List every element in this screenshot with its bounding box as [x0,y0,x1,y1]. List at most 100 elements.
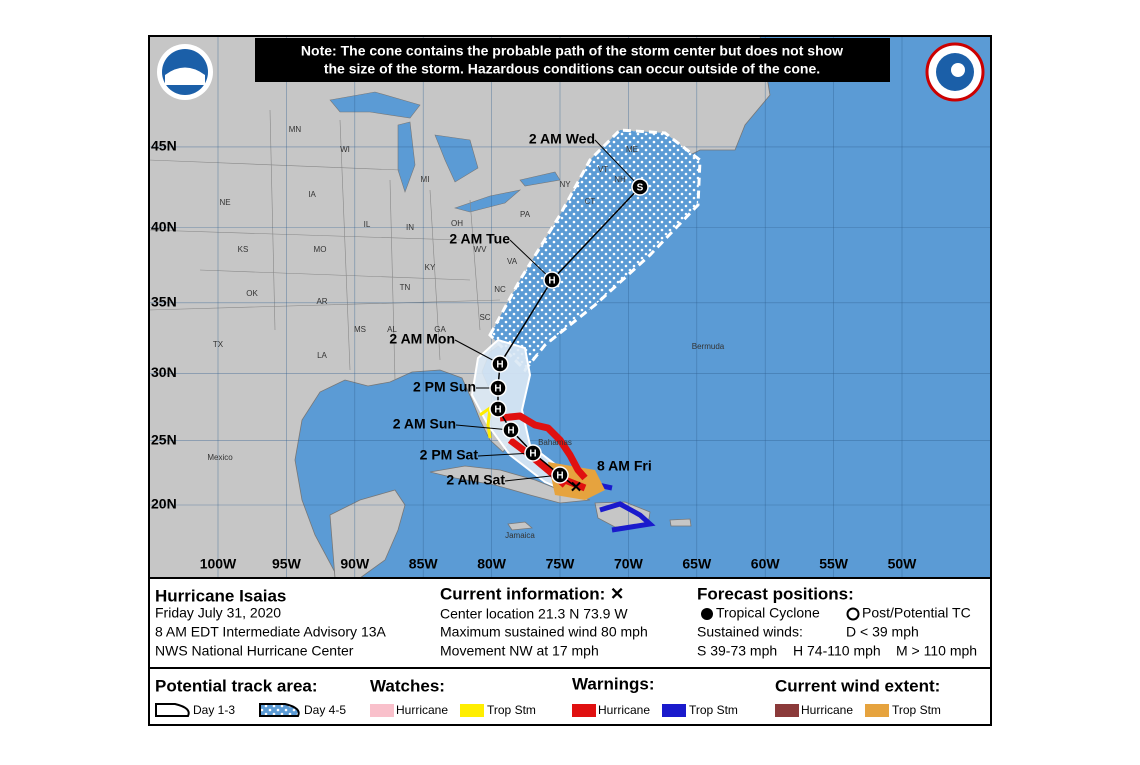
wind-ts-swatch [865,704,889,717]
forecast-time: 2 PM Sat [420,447,479,463]
leader-line [455,424,512,431]
storm-advisory: 8 AM EDT Intermediate Advisory 13A [155,624,387,640]
watch-hurricane-swatch [370,704,394,717]
region-label: GA [434,325,446,334]
leader-line [504,474,561,482]
region-label: TN [400,283,411,292]
forecast-point [491,355,509,373]
lon-label: 60W [751,556,781,572]
note: Note: The cone contains the probable pat… [301,43,843,59]
graticule [149,36,991,578]
region-label: WV [474,245,488,254]
region-label: VT [598,165,608,174]
puerto-rico [669,518,692,527]
lon-label: 70W [614,556,644,572]
wind-hurricane-swatch [775,704,799,717]
current-line: Movement NW at 17 mph [440,643,599,659]
region-label: Bahamas [538,438,572,447]
region-label: AL [387,325,397,334]
lat-label: 30N [151,364,177,380]
legend: Potential track area: Day 1-3 Day 4-5 Wa… [155,674,941,717]
forecast-marker: H [507,426,514,437]
lon-label: 85W [409,556,439,572]
forecast-item: D < 39 mph [846,624,919,640]
day45-swatch [259,703,300,717]
ptc-symbol [846,607,860,621]
region-label: MO [314,245,327,254]
forecast-point [489,379,507,397]
lon-label: 80W [477,556,507,572]
region-label: LA [317,351,327,360]
region-label: KS [238,245,249,254]
forecast-marker: H [529,449,536,460]
legend-item: Trop Stm [689,703,738,717]
forecast-time: 2 AM Wed [529,131,595,147]
note-box [255,38,890,82]
lon-label: 100W [200,556,237,572]
region-label: SC [479,313,490,322]
leader-line [509,239,553,281]
current-marker: ✕ [570,479,583,496]
storm-center: NWS National Hurricane Center [155,643,354,659]
region-label: OH [451,219,463,228]
great-lakes [329,91,561,213]
legend-item: Trop Stm [487,703,536,717]
state-borders [149,109,501,381]
forecast-item: S 39-73 mph [697,643,777,659]
region-label: MI [421,175,430,184]
frame [148,35,992,726]
note: the size of the storm. Hazardous conditi… [324,61,820,77]
forecast-point [489,400,507,418]
forecast-item: M > 110 mph [896,643,977,659]
current-line: Center location 21.3 N 73.9 W [440,606,628,622]
region-label: NC [494,285,506,294]
jamaica [507,521,533,531]
noaa-logo [157,44,213,100]
lat-label: 20N [151,496,177,512]
lat-label: 25N [151,431,177,447]
forecast-marker: H [496,360,503,371]
legend-title: Warnings: [572,674,654,693]
forecast-marker: H [556,471,563,482]
storm-date: Friday July 31, 2020 [155,605,281,621]
region-label: Mexico [207,453,233,462]
yucatan [329,489,406,578]
forecast-point [524,444,542,462]
current-time: 8 AM Fri [597,458,652,474]
lat-label: 40N [151,218,177,234]
map-labels: 45N 40N 35N 30N 25N 20N 100W 95W 90W 85W 80W 75W 70W… [151,125,917,572]
tc-symbol [701,608,713,620]
region-label: MS [354,325,366,334]
forecast-marker: H [494,384,501,395]
region-label: IN [406,223,414,232]
legend-title: Potential track area: [155,676,318,695]
legend-item: Hurricane [801,703,853,717]
forecast-item: Tropical Cyclone [716,605,820,621]
current-line: Maximum sustained wind 80 mph [440,624,648,640]
region-label: ME [626,145,638,154]
region-label: KY [425,263,436,272]
leader-line [477,452,534,457]
forecast-time: 2 AM Sun [393,416,456,432]
region-label: Bermuda [692,342,725,351]
region-label: AR [316,297,327,306]
legend-item: Day 1-3 [193,703,235,717]
region-label: WI [340,145,350,154]
day13-swatch [155,703,190,717]
legend-title: Watches: [370,676,445,695]
storm-name: Hurricane Isaias [155,586,286,605]
forecast-point [631,178,649,196]
leader-line [594,139,641,188]
lon-label: 95W [272,556,302,572]
forecast-item: Post/Potential TC [862,605,971,621]
lon-label: 55W [819,556,849,572]
lon-label: 90W [340,556,370,572]
forecast-title: Forecast positions: [697,584,854,603]
forecast-marker: H [494,405,501,416]
forecast-marker: H [548,276,555,287]
forecast-time: 2 AM Tue [449,231,510,247]
legend-title: Current wind extent: [775,676,940,695]
forecast-point [502,421,520,439]
lon-label: 75W [546,556,576,572]
